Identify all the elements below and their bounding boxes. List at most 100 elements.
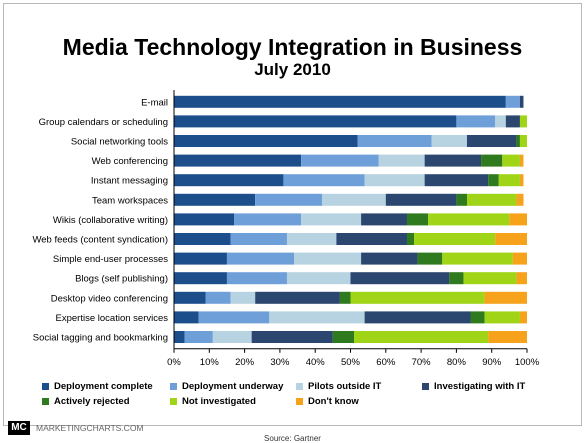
bar-segment	[174, 135, 358, 147]
x-tick-label: 20%	[235, 357, 255, 368]
category-label: Blogs (self publishing)	[75, 274, 168, 285]
category-label: Team workspaces	[92, 195, 168, 206]
category-label: Desktop video conferencing	[51, 293, 168, 304]
legend-item: Investigating with IT	[422, 381, 525, 392]
bar-segment	[230, 291, 256, 304]
bar-segment	[385, 193, 457, 206]
bar-segment	[428, 213, 510, 226]
bar-segment	[174, 115, 457, 128]
bar-segment	[406, 233, 415, 245]
bar-segment	[174, 174, 284, 187]
legend-label: Actively rejected	[54, 396, 130, 407]
x-tick-label: 10%	[200, 357, 220, 368]
bar-segment	[502, 154, 520, 167]
bar-segment	[198, 311, 270, 324]
bar-segment	[361, 252, 418, 265]
bar-segment	[174, 213, 235, 226]
legend-item: Actively rejected	[42, 396, 130, 407]
x-tick-label: 0%	[167, 357, 181, 368]
bar-segment	[484, 311, 520, 324]
chart-title: Media Technology Integration in Business	[62, 34, 523, 60]
category-label: Group calendars or scheduling	[39, 117, 168, 128]
category-labels: E-mail Group calendars or scheduling Socia…	[32, 97, 168, 343]
bar-segment	[174, 291, 206, 304]
category-label: Web feeds (content syndication)	[32, 235, 168, 246]
x-tick-label: 60%	[376, 357, 396, 368]
marketingcharts-logo: MC	[8, 421, 30, 435]
bar-segment	[361, 213, 407, 226]
legend-label: Not investigated	[182, 396, 256, 407]
bar-segment	[251, 331, 333, 343]
legend-item: Not investigated	[170, 396, 256, 407]
bar-segment	[516, 135, 520, 147]
legend-item: Deployment complete	[42, 381, 153, 392]
legend-label: Pilots outside IT	[308, 381, 382, 392]
bar-segment	[226, 252, 295, 265]
bar-segment	[174, 193, 256, 206]
legend-swatch	[170, 398, 177, 405]
source-note: Source: Gartner	[264, 434, 321, 443]
bar-segment	[286, 272, 351, 285]
bar-segment	[449, 272, 464, 285]
bar-segment	[519, 95, 524, 108]
bar-segment	[466, 135, 517, 147]
bar-segment	[234, 213, 302, 226]
bar-segment	[456, 193, 467, 206]
legend-swatch	[296, 398, 303, 405]
bar-segment	[431, 135, 467, 147]
bar-segment	[519, 174, 524, 187]
legend-label: Deployment underway	[182, 381, 284, 392]
bar-segment	[174, 233, 231, 245]
x-tick-label: 90%	[482, 357, 502, 368]
bar-segment	[226, 272, 287, 285]
bar-segment	[174, 154, 302, 167]
bar-segment	[350, 272, 450, 285]
bar-segment	[174, 272, 227, 285]
bar-segment	[495, 115, 506, 128]
legend-swatch	[170, 383, 177, 390]
legend-swatch	[296, 383, 303, 390]
bar-segment	[463, 272, 517, 285]
category-label: E-mail	[141, 97, 168, 108]
bar-segment	[354, 331, 489, 343]
legend-item: Deployment underway	[170, 381, 283, 392]
bar-segment	[269, 311, 365, 324]
category-label: Wikis (collaborative writing)	[53, 215, 168, 226]
bar-segment	[205, 291, 231, 304]
bar-segment	[378, 154, 425, 167]
bar-segment	[484, 291, 527, 304]
legend-swatch	[42, 398, 49, 405]
bar-segment	[350, 291, 485, 304]
bar-area	[174, 95, 527, 343]
bar-segment	[286, 233, 337, 245]
bar-segment	[466, 193, 517, 206]
bar-segment	[498, 174, 520, 187]
bar-segment	[364, 174, 425, 187]
bar-segment	[519, 135, 527, 147]
bar-segment	[174, 311, 199, 324]
bar-segment	[406, 213, 429, 226]
x-tick-label: 40%	[306, 357, 326, 368]
bar-segment	[519, 154, 524, 167]
bar-segment	[488, 331, 527, 343]
legend-swatch	[422, 383, 429, 390]
category-label: Social tagging and bookmarking	[33, 333, 168, 344]
x-axis: 0% 10% 20% 30% 40% 50% 60% 70% 80% 90% 100%	[167, 90, 540, 368]
bar-segment	[339, 291, 351, 304]
legend-label: Deployment complete	[54, 381, 153, 392]
bar-segment	[488, 174, 499, 187]
bar-segment	[509, 213, 527, 226]
bar-segment	[230, 233, 287, 245]
bar-segment	[442, 252, 513, 265]
bar-segment	[322, 193, 386, 206]
bar-segment	[424, 154, 482, 167]
x-tick-label: 100%	[515, 357, 540, 368]
x-tick-label: 70%	[412, 357, 432, 368]
category-label: Simple end-user processes	[53, 254, 168, 265]
bar-segment	[417, 252, 443, 265]
bar-segment	[424, 174, 489, 187]
legend-item: Pilots outside IT	[296, 381, 381, 392]
x-tick-label: 30%	[270, 357, 290, 368]
legend-item: Don't know	[296, 396, 359, 407]
bar-segment	[470, 311, 485, 324]
